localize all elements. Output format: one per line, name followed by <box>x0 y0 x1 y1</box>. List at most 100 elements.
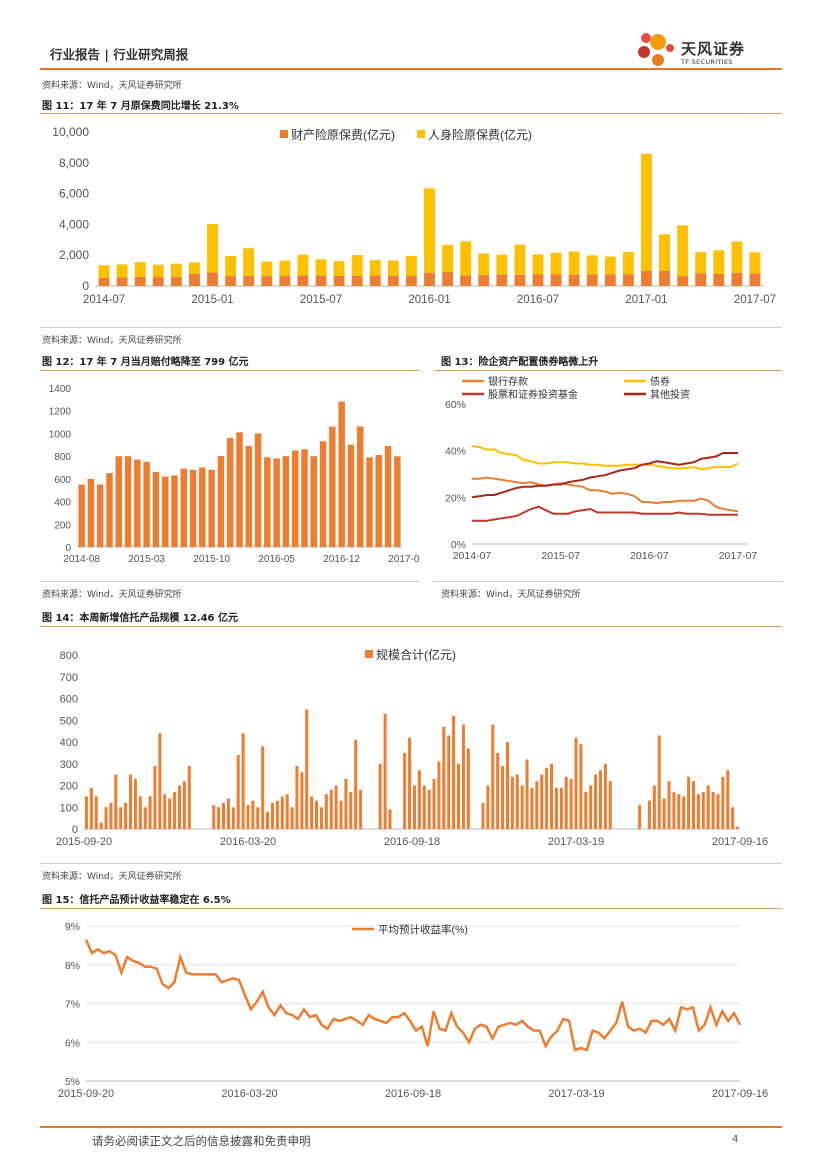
fig12-bar <box>347 444 355 547</box>
fig12-bar <box>356 426 364 547</box>
fig14-bar <box>427 789 431 829</box>
fig14-bar <box>667 781 671 829</box>
fig12-bar <box>208 469 215 547</box>
fig12-bar <box>310 456 318 547</box>
fig11-bar-property <box>279 275 291 286</box>
fig12-ytick-label: 1200 <box>49 407 72 418</box>
fig14-bar <box>432 778 436 829</box>
fig12-bar <box>134 459 141 547</box>
fig11-bar-property <box>243 275 255 286</box>
fig11-bar-life <box>442 244 454 272</box>
fig15-line-series <box>84 939 742 1052</box>
fig12-top-rule <box>40 370 420 371</box>
fig14-ytick-label: 200 <box>60 781 78 793</box>
company-logo <box>636 30 786 70</box>
fig14-ytick-label: 100 <box>60 802 78 814</box>
fig14-bar <box>657 735 661 829</box>
fig14-bar <box>133 778 137 829</box>
fig11-bar-life <box>243 248 255 276</box>
fig11-bar-property <box>713 273 725 286</box>
footer-divider <box>40 1126 782 1128</box>
fig14-bar <box>603 763 607 829</box>
fig11-bar-life <box>189 262 200 274</box>
fig11-bar-property <box>641 270 652 286</box>
fig11-bar-life <box>478 253 490 276</box>
fig14-bar <box>329 789 333 829</box>
fig11-bar-life <box>586 255 598 275</box>
fig11-bar-life <box>225 256 237 277</box>
fig11-ytick-label: 2,000 <box>59 248 89 262</box>
fig12-bar <box>171 475 178 547</box>
fig14-ytick-label: 0 <box>72 824 78 836</box>
fig13-legend-label: 债券 <box>650 375 670 388</box>
fig14-bar <box>158 733 162 829</box>
fig15-xtick-label: 2017-03-19 <box>548 1088 604 1100</box>
fig15-legend-label: 平均预计收益率(%) <box>378 923 468 936</box>
fig11-bar-property <box>207 272 218 286</box>
fig11-bar-life <box>677 225 689 277</box>
fig11-bar-life <box>170 263 182 277</box>
fig11-source-note: 资料来源：Wind，天风证券研究所 <box>42 336 182 346</box>
fig12-bar <box>366 457 373 547</box>
fig14-ytick-label: 600 <box>60 694 78 706</box>
fig12-xtick-label: 2014-08 <box>63 554 100 565</box>
fig11-bar-property <box>134 276 146 286</box>
fig13-ytick-label: 20% <box>445 492 466 504</box>
fig12-bar <box>115 456 123 547</box>
fig12-bar <box>375 455 383 547</box>
fig15-ytick-label: 8% <box>65 960 80 972</box>
fig14-bar <box>652 785 656 829</box>
fig11-ytick-label: 0 <box>82 279 89 293</box>
fig14-bar <box>280 796 284 829</box>
fig11-bar-life <box>496 254 508 275</box>
fig12-ytick-label: 0 <box>65 543 71 554</box>
fig14-bar <box>682 796 686 829</box>
fig11-bar-life <box>207 224 218 273</box>
fig14-bar <box>496 752 500 829</box>
fig15-xtick-label: 2016-09-18 <box>385 1088 441 1100</box>
fig11-bar-life <box>749 252 761 274</box>
fig15-ytick-label: 7% <box>65 999 80 1011</box>
fig11-bar-life <box>659 234 670 271</box>
fig14-bar <box>163 794 167 829</box>
fig11-bar-property <box>442 271 454 286</box>
fig14-bar <box>231 807 235 829</box>
fig14-bar <box>109 802 113 829</box>
fig12-bar <box>264 457 271 547</box>
fig11-bar-life <box>98 265 110 278</box>
fig14-bar <box>461 724 465 829</box>
fig14-bottom-rule <box>40 863 782 864</box>
fig11-bar-property <box>424 272 435 286</box>
fig14-ytick-label: 500 <box>60 715 78 727</box>
fig11-bar-life <box>351 255 363 276</box>
fig11-caption: 图 11：17 年 7 月原保费同比增长 21.3% <box>42 101 239 112</box>
fig14-bar <box>403 752 407 829</box>
fig14-bar <box>711 792 715 829</box>
fig14-ytick-label: 800 <box>60 650 78 662</box>
fig11-bar-property <box>532 274 544 286</box>
fig14-xtick-label: 2016-03-20 <box>220 836 276 848</box>
fig11-bar-life <box>460 241 472 276</box>
fig12-bar <box>78 484 85 547</box>
fig14-bar <box>515 774 519 829</box>
fig11-ytick-label: 10,000 <box>52 125 89 139</box>
fig14-ytick-label: 300 <box>60 759 78 771</box>
fig14-bar <box>153 765 157 829</box>
fig13-ytick-label: 40% <box>445 446 466 458</box>
fig14-bar <box>716 794 720 829</box>
fig12-bar <box>226 437 234 547</box>
fig14-bar <box>564 776 568 829</box>
fig14-bar <box>222 802 226 829</box>
fig14-bar <box>119 807 123 829</box>
fig11-bar-property <box>116 277 128 286</box>
fig11-bar-life <box>387 260 399 276</box>
fig14-bar <box>378 763 382 829</box>
fig13-top-rule <box>434 370 782 371</box>
fig14-xtick-label: 2017-09-16 <box>712 836 768 848</box>
fig13-ytick-label: 60% <box>445 399 466 411</box>
fig14-bar <box>456 763 461 829</box>
fig12-bar <box>273 458 280 547</box>
fig14-ytick-label: 400 <box>60 737 78 749</box>
fig11-bar-life <box>405 255 417 276</box>
fig14-bar <box>128 774 133 829</box>
